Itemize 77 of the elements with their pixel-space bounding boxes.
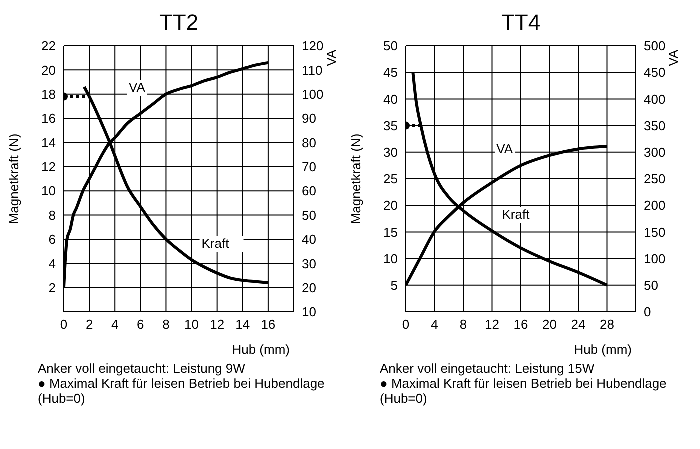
y-tick-label: 15 — [384, 224, 398, 240]
y-tick-label: 8 — [48, 208, 56, 223]
series-label: VA — [129, 80, 146, 96]
y-tick-label: 20 — [42, 62, 56, 78]
y2-tick-label: 100 — [302, 86, 324, 102]
y2-tick-label: 10 — [302, 304, 316, 320]
y-tick-label: 30 — [384, 145, 398, 160]
y-tick-label: 50 — [384, 38, 398, 54]
y-tick-label: 25 — [384, 172, 398, 187]
y2-tick-label: 90 — [302, 111, 316, 126]
y2-tick-label: 450 — [644, 65, 666, 80]
y-axis-title: Magnetkraft (N) — [6, 134, 22, 224]
y2-axis-title: VA — [666, 50, 681, 66]
y-tick-label: 5 — [390, 278, 398, 294]
y-tick-label: 35 — [384, 118, 398, 134]
y-tick-label: 20 — [384, 198, 398, 214]
y2-tick-label: 300 — [644, 145, 666, 160]
chart-title: TT2 — [158, 9, 200, 37]
x-tick-label: 2 — [86, 317, 94, 332]
y2-axis-title: VA — [324, 50, 339, 66]
text: ● Maximal Kraft für leisen Betrieb bei Hubendlage (Hub=0) — [380, 376, 668, 406]
x-tick-label: 16 — [261, 317, 276, 332]
y-axis-title: Magnetkraft (N) — [348, 134, 364, 224]
x-tick-label: 8 — [460, 317, 468, 332]
y-tick-label: 14 — [42, 135, 56, 150]
y-tick-label: 2 — [48, 280, 56, 296]
x-tick-label: 0 — [402, 317, 410, 332]
y-tick-label: 10 — [384, 251, 398, 266]
x-tick-label: 10 — [184, 317, 200, 332]
x-tick-label: 14 — [236, 317, 250, 332]
y2-tick-label: 100 — [644, 251, 666, 266]
series-label: VA — [496, 142, 514, 157]
chart-title: TT4 — [500, 9, 542, 37]
y-tick-label: 18 — [42, 86, 56, 102]
y2-tick-label: 110 — [302, 62, 323, 78]
y2-tick-label: 50 — [302, 208, 316, 223]
x-tick-label: 24 — [571, 317, 586, 332]
y2-tick-label: 0 — [644, 304, 652, 320]
y2-tick-label: 200 — [644, 198, 666, 214]
y-tick-label: 40 — [384, 92, 398, 107]
x-tick-label: 20 — [542, 317, 557, 332]
y2-tick-label: 70 — [302, 160, 316, 175]
y2-tick-label: 350 — [644, 118, 666, 134]
y-tick-label: 45 — [384, 65, 398, 80]
x-tick-label: 0 — [60, 317, 68, 332]
y2-tick-label: 30 — [302, 256, 316, 272]
series-label: Kraft — [502, 207, 530, 222]
text: Anker voll eingetaucht: Leistung 15W — [380, 361, 596, 376]
y2-tick-label: 250 — [644, 172, 666, 187]
y2-tick-label: 40 — [302, 232, 316, 248]
x-axis-title: Hub (mm) — [573, 342, 633, 357]
y2-tick-label: 400 — [644, 92, 666, 107]
text: ● Maximal Kraft für leisen Betrieb bei Hubendlage (Hub=0) — [38, 376, 326, 406]
text: Anker voll eingetaucht: Leistung 9W — [38, 361, 246, 376]
y2-tick-label: 500 — [644, 38, 666, 54]
y2-tick-label: 150 — [644, 224, 666, 240]
y2-tick-label: 120 — [302, 38, 324, 54]
x-tick-label: 8 — [162, 317, 170, 332]
x-axis-title: Hub (mm) — [231, 342, 291, 357]
x-tick-label: 28 — [600, 317, 614, 332]
y-tick-label: 10 — [42, 184, 56, 199]
x-tick-label: 4 — [431, 317, 438, 332]
x-tick-label: 4 — [111, 317, 119, 332]
x-tick-label: 12 — [485, 317, 500, 332]
x-tick-label: 12 — [210, 317, 225, 332]
x-tick-label: 16 — [514, 317, 528, 332]
y-tick-label: 12 — [42, 160, 56, 175]
series-label: Kraft — [202, 236, 230, 252]
y2-tick-label: 80 — [302, 135, 316, 150]
y-tick-label: 6 — [48, 232, 56, 248]
y2-tick-label: 50 — [644, 278, 658, 294]
y2-tick-label: 60 — [302, 184, 316, 199]
x-tick-label: 6 — [137, 317, 144, 332]
y-tick-label: 16 — [42, 111, 56, 126]
y-tick-label: 22 — [42, 38, 56, 54]
y-tick-label: 4 — [48, 256, 56, 272]
y2-tick-label: 20 — [302, 280, 316, 296]
